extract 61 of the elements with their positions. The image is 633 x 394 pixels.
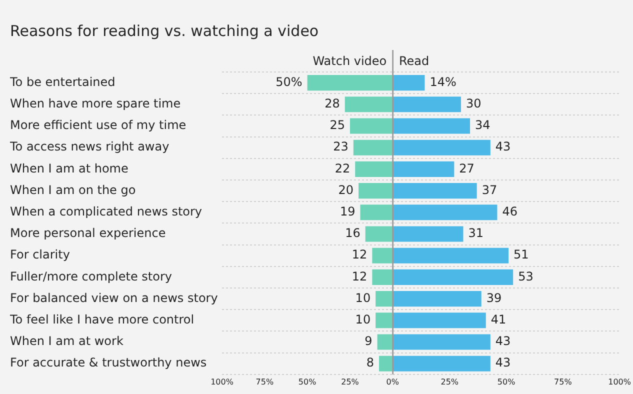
data-label: 16 (345, 226, 360, 240)
y-tick-label: To access news right away (9, 140, 170, 154)
data-label: 53 (518, 269, 534, 284)
y-tick-label: When have more spare time (10, 96, 181, 111)
x-tick-label: 0% (386, 377, 400, 386)
data-label: 46 (502, 204, 518, 219)
y-tick-label: More efficient use of my time (10, 118, 186, 132)
x-tick-label: 50% (298, 377, 317, 386)
x-tick-label: 75% (256, 377, 274, 386)
data-label: 34 (474, 118, 490, 132)
y-tick-label: For balanced view on a news story (10, 290, 218, 305)
data-label: 50% (276, 74, 302, 89)
series-label: Read (398, 54, 429, 68)
data-label: 20 (338, 182, 354, 197)
data-label: 9 (364, 334, 372, 348)
y-tick-label: More personal experience (10, 226, 166, 240)
bar (379, 356, 393, 372)
x-tick-label: 100% (210, 377, 234, 386)
data-label: 28 (324, 96, 340, 111)
y-tick-label: To feel like I have more control (9, 312, 194, 327)
bar (360, 204, 393, 220)
y-tick-label: For clarity (10, 248, 70, 262)
data-label: 8 (366, 356, 374, 370)
data-label: 43 (495, 356, 510, 370)
data-label: 23 (333, 140, 348, 154)
bar (377, 334, 393, 350)
x-tick-label: 25% (440, 377, 459, 386)
data-label: 10 (355, 290, 371, 305)
data-label: 10 (355, 312, 371, 327)
data-label: 43 (495, 140, 510, 154)
data-label: 12 (352, 248, 368, 262)
data-label: 39 (486, 290, 502, 305)
data-label: 19 (340, 204, 356, 219)
data-label: 31 (468, 226, 484, 240)
y-tick-label: For accurate & trustworthy news (10, 356, 207, 370)
chart-title: Reasons for reading vs. watching a video (9, 21, 320, 42)
y-tick-label: Fuller/more complete story (10, 269, 172, 284)
y-tick-label: When a complicated news story (10, 204, 202, 219)
bar (372, 248, 393, 264)
y-tick-label: When I am on the go (10, 182, 136, 197)
data-label: 30 (466, 96, 481, 111)
x-tick-label: 100% (608, 377, 632, 386)
y-tick-label: To be entertained (9, 74, 116, 89)
data-label: 37 (481, 182, 497, 197)
data-label: 22 (334, 161, 350, 176)
data-label: 27 (458, 161, 474, 176)
y-tick-label: When I am at home (10, 161, 128, 176)
data-label: 43 (495, 334, 510, 348)
data-label: 25 (330, 118, 345, 132)
x-tick-label: 50% (497, 377, 516, 386)
data-label: 14% (429, 74, 456, 89)
bar (372, 269, 393, 285)
bar (376, 291, 393, 307)
x-tick-label: 25% (341, 377, 360, 386)
data-label: 41 (490, 312, 506, 327)
data-label: 51 (513, 248, 528, 262)
y-tick-label: When I am at work (10, 334, 124, 348)
series-label: Watch video (312, 54, 387, 68)
bar (376, 312, 393, 328)
data-label: 12 (352, 269, 368, 284)
x-tick-label: 75% (554, 377, 572, 386)
